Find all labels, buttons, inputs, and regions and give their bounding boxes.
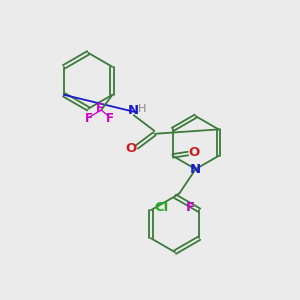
Text: O: O: [126, 142, 137, 155]
Text: Cl: Cl: [155, 201, 169, 214]
Text: O: O: [188, 146, 200, 159]
Text: F: F: [96, 102, 104, 115]
Text: F: F: [106, 112, 114, 125]
Text: N: N: [128, 104, 140, 117]
Text: F: F: [85, 112, 93, 125]
Text: N: N: [190, 163, 201, 176]
Text: F: F: [186, 201, 195, 214]
Text: H: H: [138, 104, 146, 114]
